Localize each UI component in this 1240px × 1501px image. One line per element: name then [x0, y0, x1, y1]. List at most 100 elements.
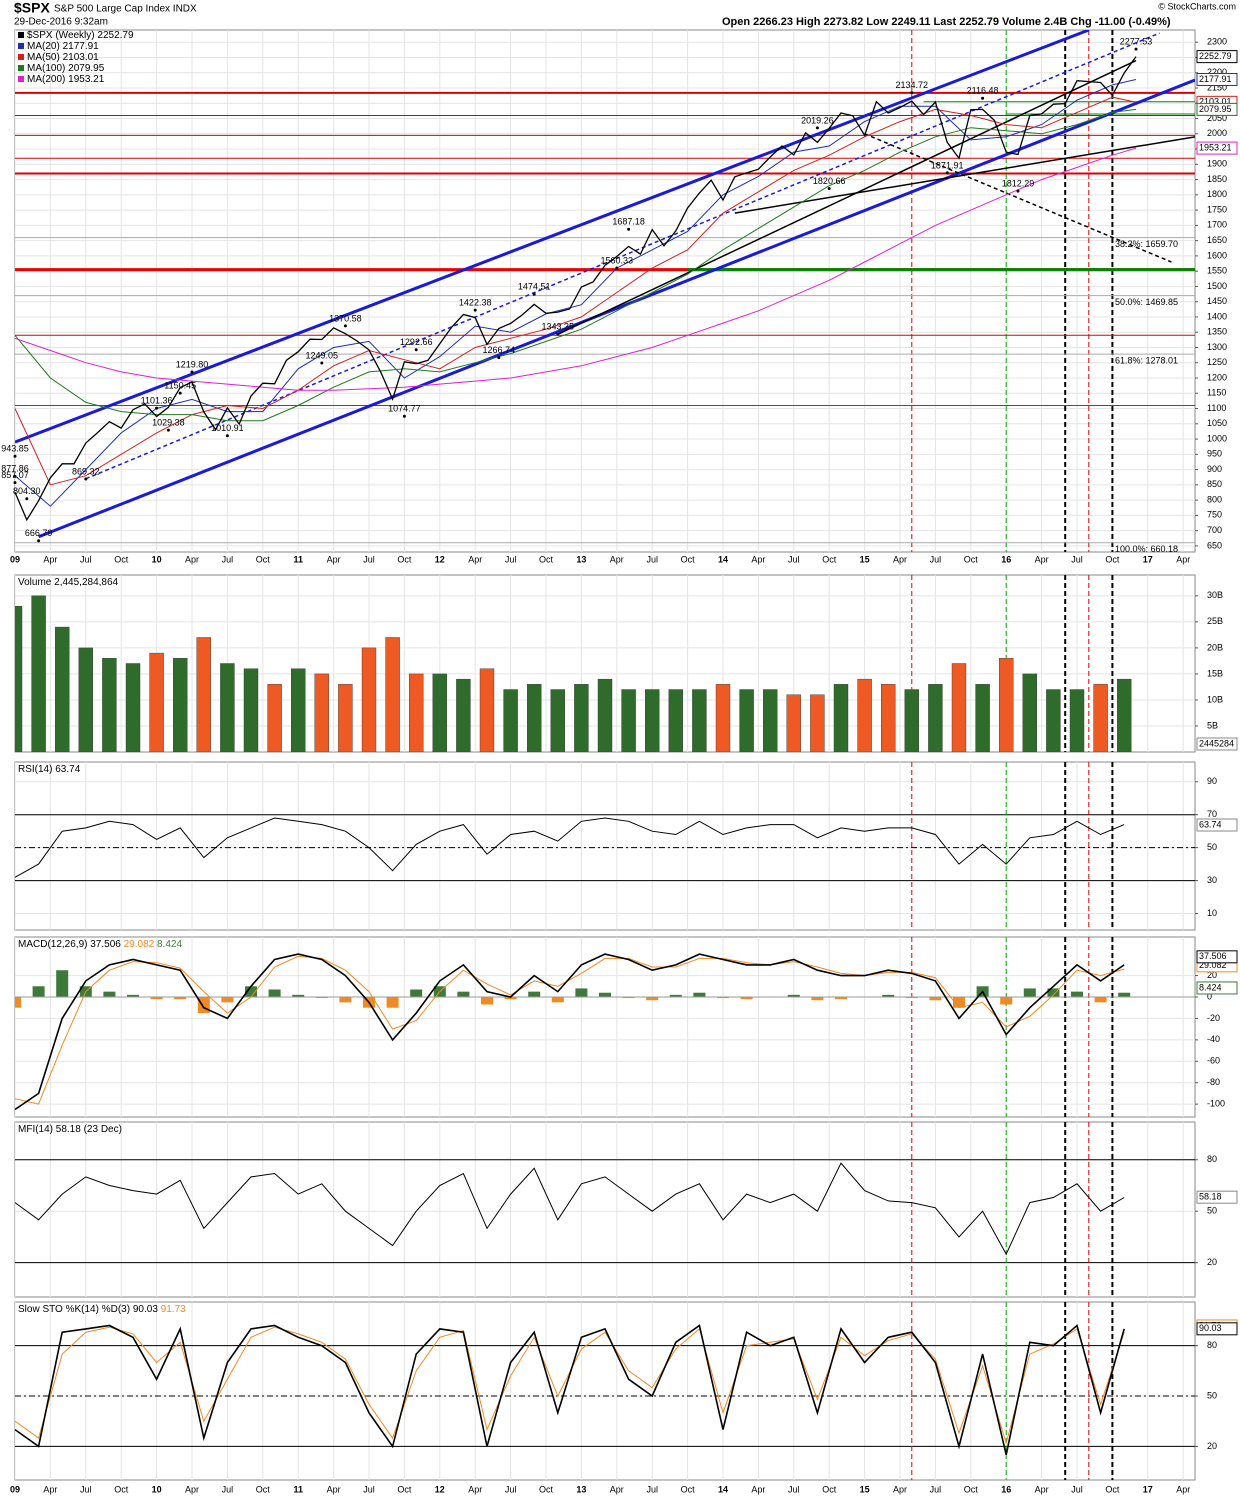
x-tick-label: Apr: [43, 554, 57, 564]
y-tick-label: 1700: [1207, 220, 1227, 230]
histogram-bar: [717, 997, 729, 999]
fib-label: 100.0%: 660.18: [1115, 544, 1178, 554]
x-tick-label: Oct: [822, 1484, 837, 1494]
x-tick-label: 09: [10, 554, 20, 564]
value-box-label: 2103.01: [1199, 97, 1232, 107]
y-tick-label: 30: [1207, 875, 1217, 885]
legend-entry: MA(20) 2177.91: [27, 41, 99, 52]
y-tick-label: 20B: [1207, 642, 1223, 652]
histogram-bar: [599, 992, 611, 997]
x-tick-label: Oct: [539, 1484, 554, 1494]
y-tick-label: 1500: [1207, 281, 1227, 291]
annotation-point: [945, 171, 949, 175]
value-box-label: 2079.95: [1199, 104, 1232, 114]
histogram-bar: [386, 997, 399, 1008]
x-tick-label: Oct: [681, 554, 696, 564]
legend-value: 2103.01: [63, 52, 100, 63]
panel-note: (23 Dec): [84, 1124, 122, 1135]
x-tick-label: Apr: [1176, 1484, 1190, 1494]
histogram-bar: [268, 989, 281, 997]
y-tick-label: 2150: [1207, 82, 1227, 92]
legend-entry: MA(200) 1953.21: [27, 74, 105, 85]
x-tick-label: 13: [576, 554, 586, 564]
moving-average: [15, 79, 1137, 507]
y-tick-label: 1750: [1207, 204, 1227, 214]
volume-bar: [857, 678, 872, 752]
annotation-point: [497, 356, 501, 360]
annotation-label: 2277.53: [1120, 36, 1153, 46]
legend-swatch: [18, 65, 24, 71]
panel-frame: [14, 761, 1196, 931]
annotation-label: 877.86: [1, 464, 29, 474]
value-box-label: 58.18: [1199, 1192, 1222, 1202]
annotation-label: 1343.35: [542, 322, 575, 332]
y-tick-label: 5B: [1207, 720, 1218, 730]
x-tick-label: Oct: [256, 1484, 271, 1494]
x-tick-label: Jul: [505, 554, 517, 564]
annotation-label: 1101.36: [141, 395, 173, 405]
y-tick-label: 1050: [1207, 418, 1227, 428]
value-box: [1196, 737, 1238, 751]
x-tick-label: Oct: [1105, 1484, 1120, 1494]
x-tick-label: Apr: [751, 554, 765, 564]
histogram-bar: [622, 997, 635, 999]
histogram-bar: [339, 997, 352, 1003]
volume-bar: [409, 673, 424, 752]
y-tick-label: 950: [1207, 449, 1222, 459]
x-tick-label: 13: [576, 1484, 586, 1494]
annotation-label: 1370.58: [329, 313, 362, 323]
volume-bar: [527, 684, 542, 752]
x-tick-label: 09: [10, 1484, 20, 1494]
volume-bar: [1022, 673, 1037, 752]
volume-bar: [951, 663, 967, 752]
volume-bar: [904, 689, 919, 752]
volume-bar: [31, 595, 46, 752]
annotation-label: 1292.66: [400, 337, 433, 347]
x-tick-label: Apr: [468, 1484, 482, 1494]
volume-bar: [102, 658, 117, 752]
y-tick-label: -100: [1207, 1099, 1225, 1109]
volume-bar: [574, 684, 589, 752]
y-tick-label: 15B: [1207, 668, 1223, 678]
x-tick-label: Jul: [363, 554, 375, 564]
indicator-line: [14, 953, 1125, 1111]
x-tick-label: Apr: [43, 1484, 57, 1494]
trendline: [38, 78, 1195, 539]
value-box: [1196, 102, 1238, 116]
annotation-label: 1871.91: [931, 160, 964, 170]
annotation-point: [37, 539, 41, 543]
fib-label: 50.0%: 1469.85: [1115, 297, 1178, 307]
annotation-point: [815, 126, 819, 130]
volume-bar: [55, 626, 70, 752]
histogram-bar: [32, 986, 45, 997]
annotation-point: [13, 454, 17, 458]
volume-bar: [763, 689, 778, 752]
histogram-bar: [457, 991, 470, 997]
x-tick-label: Oct: [539, 554, 554, 564]
x-tick-label: 17: [1143, 1484, 1153, 1494]
x-tick-label: Oct: [964, 1484, 979, 1494]
annotation-point: [320, 361, 324, 365]
y-tick-label: 50: [1207, 1206, 1217, 1216]
x-tick-label: Apr: [1035, 554, 1049, 564]
panel-title: RSI(14) 63.74: [18, 764, 81, 775]
volume-bar: [479, 668, 495, 752]
annotation-point: [414, 348, 418, 352]
annotation-label: 1687.18: [612, 217, 645, 227]
panel-title-name: Slow STO %K(14) %D(3): [18, 1304, 130, 1315]
histogram-bar: [953, 997, 965, 1008]
panel-last: 29.082: [124, 939, 155, 950]
x-tick-label: Jul: [646, 554, 658, 564]
value-box: [1196, 141, 1238, 155]
annotation-label: 2019.26: [801, 115, 834, 125]
volume-bar: [385, 637, 400, 752]
y-tick-label: 1250: [1207, 357, 1227, 367]
x-tick-label: Jul: [222, 1484, 234, 1494]
indicator-line: [14, 1162, 1125, 1256]
legend-entry: MA(100) 2079.95: [27, 63, 105, 74]
value-box: [1196, 1322, 1238, 1336]
y-tick-label: 2000: [1207, 128, 1227, 138]
y-tick-label: -80: [1207, 1077, 1220, 1087]
value-box-label: 2177.91: [1199, 74, 1232, 84]
x-tick-label: Apr: [610, 1484, 624, 1494]
